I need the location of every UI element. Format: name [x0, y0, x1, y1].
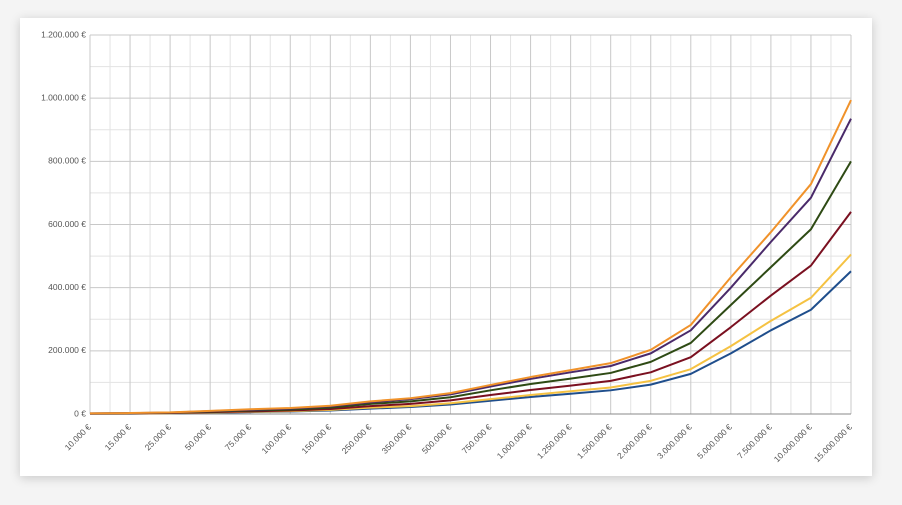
x-tick-label: 350.000 € [380, 422, 414, 456]
x-tick-label: 3.000.000 € [655, 422, 694, 461]
y-tick-label: 1.000.000 € [41, 92, 86, 102]
x-tick-label: 150.000 € [300, 422, 334, 456]
y-tick-label: 0 € [74, 408, 86, 418]
chart-card [20, 18, 872, 476]
x-tick-label: 5.000.000 € [695, 422, 734, 461]
x-tick-label: 50.000 € [183, 422, 214, 453]
x-tick-label: 1.250.000 € [535, 422, 574, 461]
y-tick-label: 400.000 € [48, 282, 86, 292]
x-tick-label: 10.000.000 € [772, 422, 814, 464]
x-tick-label: 75.000 € [223, 422, 254, 453]
x-tick-label: 15.000.000 € [812, 422, 854, 464]
x-tick-label: 2.000.000 € [615, 422, 654, 461]
x-tick-label: 750.000 € [460, 422, 494, 456]
x-tick-label: 15.000 € [103, 422, 134, 453]
x-tick-label: 100.000 € [259, 422, 293, 456]
x-tick-label: 1.000.000 € [495, 422, 534, 461]
x-tick-label: 10.000 € [63, 422, 94, 453]
y-tick-label: 1.200.000 € [41, 29, 86, 39]
y-tick-label: 800.000 € [48, 156, 86, 166]
x-tick-label: 500.000 € [420, 422, 454, 456]
x-tick-label: 25.000 € [143, 422, 174, 453]
y-tick-label: 200.000 € [48, 345, 86, 355]
series-line [89, 99, 852, 415]
y-tick-label: 600.000 € [48, 219, 86, 229]
x-tick-label: 1.500.000 € [575, 422, 614, 461]
x-tick-label: 7.500.000 € [735, 422, 774, 461]
x-tick-label: 250.000 € [340, 422, 374, 456]
